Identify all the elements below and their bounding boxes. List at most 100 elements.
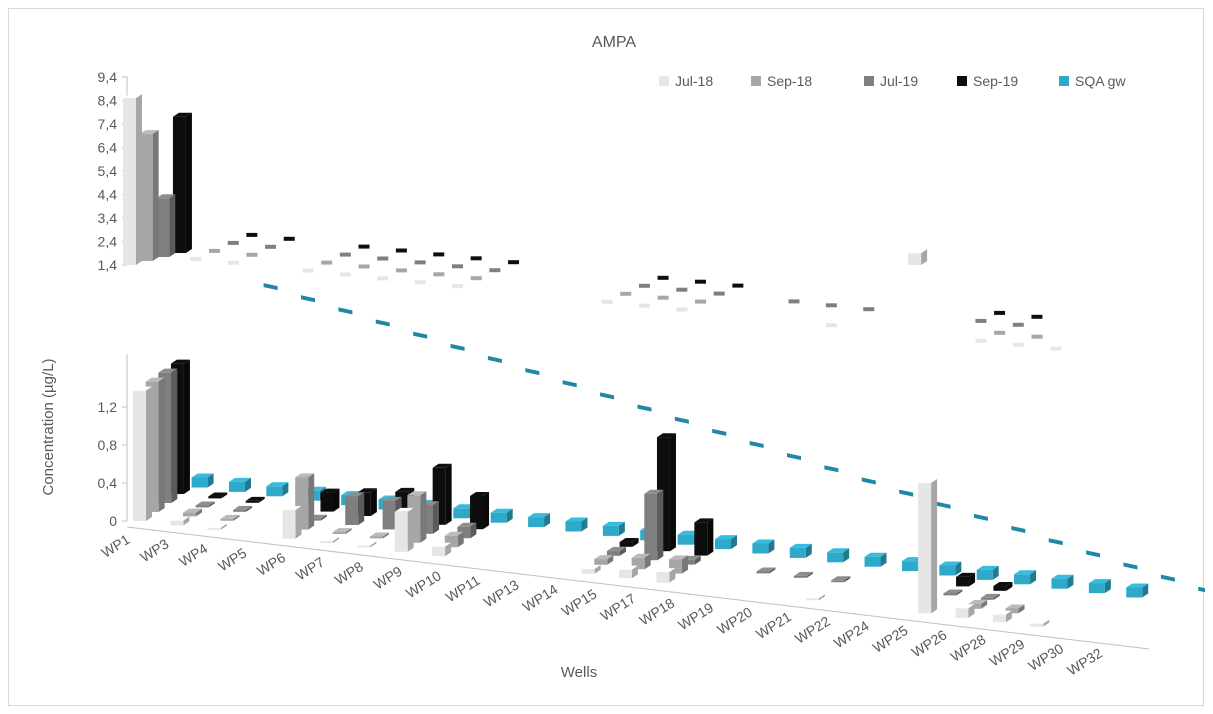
sqa-marker-lower — [789, 543, 812, 558]
bar-upper-stub — [358, 244, 370, 249]
sqa-marker-upper — [674, 416, 689, 424]
bar-lower — [345, 492, 365, 525]
upper-y-tick-label: 5,4 — [98, 163, 118, 179]
sqa-marker-upper — [749, 441, 764, 448]
bar-lower — [245, 496, 265, 503]
bar-upper-stub — [676, 307, 688, 312]
bar-upper-stub — [676, 287, 688, 292]
bar-lower — [357, 541, 377, 548]
bar-upper-stub — [1012, 322, 1024, 327]
bar-lower — [470, 491, 490, 530]
upper-y-tick-label: 4,4 — [98, 187, 118, 203]
bar-lower — [756, 567, 776, 574]
sqa-marker-upper — [1123, 562, 1138, 570]
chart-canvas: AMPA Concentration (µg/L) Wells Jul-18 Se… — [40, 34, 1205, 681]
sqa-marker-lower — [602, 521, 625, 536]
bar-lower — [432, 542, 452, 557]
x-tick-label: WP5 — [215, 545, 249, 575]
upper-y-tick-label: 1,4 — [98, 257, 118, 273]
bar-upper-stub — [265, 244, 277, 249]
bar-upper-stub — [470, 256, 482, 261]
bar-upper-stub — [433, 272, 445, 277]
legend-label: Sep-19 — [973, 73, 1018, 89]
sqa-marker-lower — [528, 513, 551, 528]
sqa-marker-lower — [565, 517, 588, 532]
sqa-marker-upper — [936, 501, 951, 509]
sqa-marker-upper — [450, 343, 465, 351]
sqa-marker-lower — [752, 539, 775, 554]
sqa-marker-lower — [228, 477, 251, 492]
bar-lower — [319, 537, 339, 543]
legend: Jul-18 Sep-18 Jul-19 Sep-19 SQA gw — [659, 73, 1126, 89]
sqa-marker-lower — [939, 561, 962, 576]
bar-upper-stub — [227, 240, 239, 245]
bar-upper-stub — [1050, 346, 1062, 351]
bar-lower — [656, 568, 676, 583]
x-tick-label: WP11 — [443, 572, 483, 605]
x-tick-label: WP25 — [870, 622, 911, 656]
bar-upper-stub — [246, 232, 258, 237]
bar-upper-stub — [414, 280, 426, 285]
x-tick-label: WP18 — [636, 595, 677, 629]
bar-lower — [233, 505, 253, 512]
x-tick-label: WP15 — [559, 585, 600, 619]
x-tick-label: WP1 — [98, 531, 132, 561]
legend-label: Sep-18 — [767, 73, 812, 89]
bar-upper-stub — [657, 295, 669, 300]
sqa-marker-lower — [1088, 579, 1111, 594]
sqa-marker-upper — [338, 307, 353, 315]
bar-lower — [207, 523, 227, 530]
bar-upper-stub — [620, 291, 632, 296]
bar-upper-stub — [470, 276, 482, 281]
bar-upper-stub — [1012, 342, 1024, 347]
upper-y-tick-label: 6,4 — [98, 140, 118, 156]
x-tick-label: WP8 — [332, 558, 366, 588]
bar-lower — [369, 532, 389, 539]
bar-upper-stub — [825, 323, 837, 328]
bar-upper-stub — [975, 318, 987, 323]
bar-lower — [955, 604, 975, 618]
x-tick-label: WP3 — [137, 535, 171, 565]
bar-upper-stub — [395, 248, 407, 253]
x-tick-label: WP9 — [371, 563, 405, 593]
sqa-marker-upper — [899, 489, 914, 497]
sqa-marker-upper — [263, 283, 278, 291]
x-tick-label: WP26 — [909, 626, 950, 660]
bar-lower — [282, 506, 302, 539]
bar-upper-stub — [302, 268, 314, 273]
sqa-marker-lower — [191, 473, 214, 488]
sqa-marker-upper — [787, 453, 802, 461]
bar-lower — [619, 565, 639, 579]
bar-lower — [918, 479, 938, 614]
x-tick-label: WP14 — [520, 581, 561, 615]
x-tick-label: WP21 — [753, 608, 794, 642]
bar-upper-stub — [452, 264, 464, 269]
upper-y-tick-label: 2,4 — [98, 234, 118, 250]
bar-upper-stub — [994, 310, 1006, 315]
bar-lower — [170, 516, 190, 526]
bar-upper-stub — [601, 299, 613, 304]
bar-lower — [631, 553, 651, 570]
bar-upper-stub — [377, 276, 389, 281]
upper-y-tick-label: 3,4 — [98, 210, 118, 226]
bar-upper-stub — [489, 268, 501, 273]
sqa-marker-lower — [1126, 583, 1149, 598]
upper-y-tick-label: 9,4 — [98, 69, 118, 85]
chart-title: AMPA — [592, 34, 636, 51]
bar-upper — [156, 194, 176, 257]
x-tick-label: WP19 — [675, 599, 716, 633]
bar-lower — [956, 572, 976, 587]
bar-upper-stub — [283, 236, 295, 241]
sqa-marker-upper — [487, 355, 502, 363]
sqa-marker-upper — [973, 513, 988, 521]
sqa-marker-lower — [827, 548, 850, 563]
chart-frame: AMPA Concentration (µg/L) Wells Jul-18 Se… — [8, 8, 1205, 706]
bar-upper — [172, 112, 192, 253]
bar-upper-stub — [732, 283, 744, 288]
legend-label: SQA gw — [1075, 73, 1126, 89]
bar-upper — [139, 130, 159, 261]
bar-lower — [320, 488, 340, 512]
lower-panel: 0 0,4 0,8 1,2 — [98, 354, 1149, 627]
sqa-marker-upper — [562, 380, 577, 388]
bar-upper-stub — [395, 268, 407, 273]
